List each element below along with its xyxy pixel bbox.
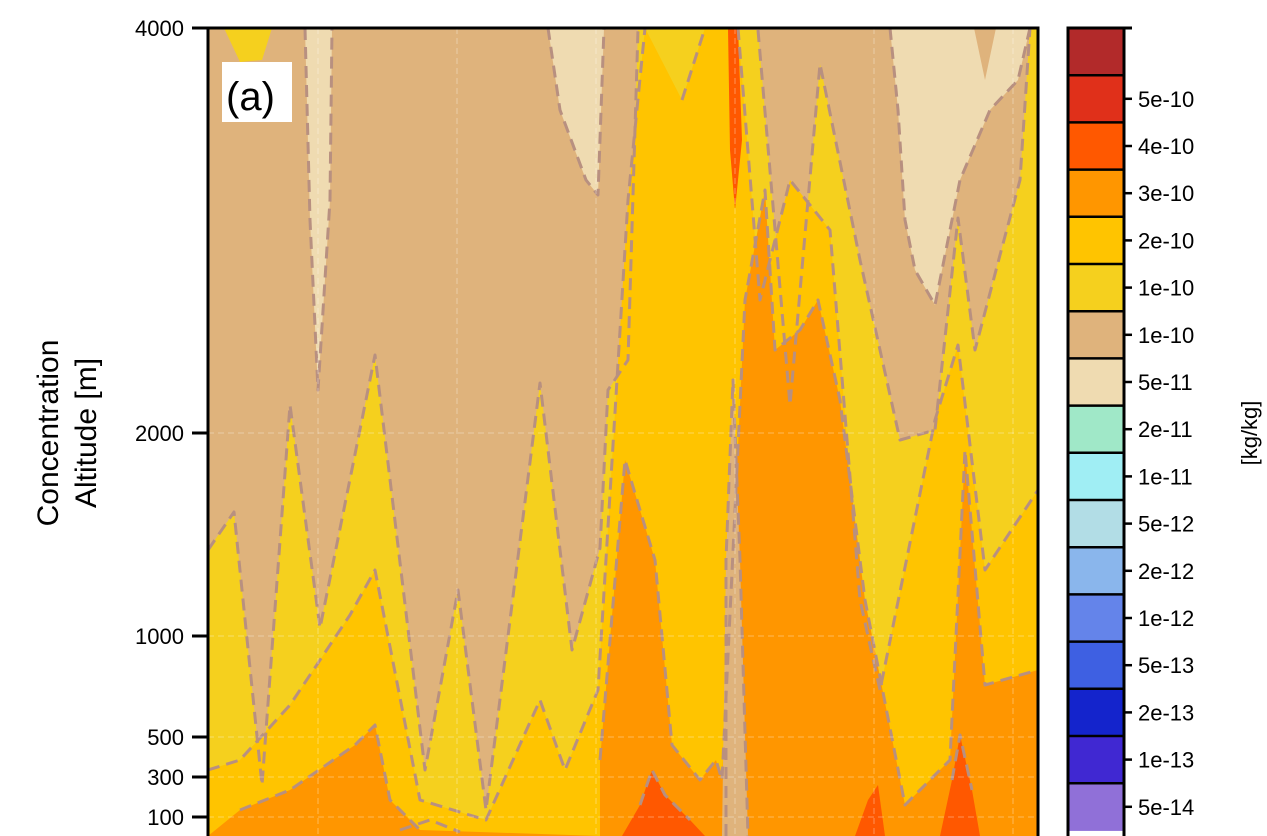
colorbar-segment-17 xyxy=(1068,783,1124,831)
colorbar-tick-label-5: 1e-10 xyxy=(1138,276,1194,301)
colorbar-tick-label-16: 5e-14 xyxy=(1138,795,1194,820)
colorbar-segment-15 xyxy=(1068,688,1124,737)
colorbar-segment-12 xyxy=(1068,547,1124,595)
colorbar-segment-9 xyxy=(1068,405,1124,454)
colorbar-tick-label-8: 2e-11 xyxy=(1138,417,1193,442)
contour-line-9 xyxy=(239,723,422,832)
band-4e-10-patch-2 xyxy=(940,735,980,836)
y-axis-tick-labels: 4000 2000 1000 500 300 100 xyxy=(135,16,184,830)
colorbar-tick-label-7: 5e-11 xyxy=(1138,370,1193,395)
contour-line-3 xyxy=(303,28,334,392)
colorbar-tick-label-2: 4e-10 xyxy=(1138,134,1194,159)
y-axis-title-line1: Concentration xyxy=(32,340,65,527)
colorbar-tick-label-9: 1e-11 xyxy=(1138,464,1193,489)
y-tick-label-300: 300 xyxy=(147,765,184,790)
colorbar-segment-13 xyxy=(1068,594,1124,643)
colorbar-tick-label-14: 2e-13 xyxy=(1138,700,1194,725)
y-tick-label-1000: 1000 xyxy=(135,624,184,649)
band-4e-10-patch-1 xyxy=(622,770,705,836)
contour-line-11 xyxy=(724,378,750,836)
colorbar-segment-7 xyxy=(1068,311,1124,359)
contour-line-7 xyxy=(680,28,707,101)
panel-label-text: (a) xyxy=(226,75,275,119)
colorbar-segment-8 xyxy=(1068,358,1124,407)
colorbar-segment-14 xyxy=(1068,641,1124,690)
light-plume-center xyxy=(548,28,604,195)
y-axis-title: Concentration Altitude [m] xyxy=(32,340,103,527)
colorbar-segment-10 xyxy=(1068,452,1124,501)
colorbar-title: [kg/kg] xyxy=(1237,401,1262,466)
colorbar-segment-3 xyxy=(1068,122,1124,171)
colorbar-tick-label-11: 2e-12 xyxy=(1138,559,1194,584)
contour-line-4 xyxy=(546,28,606,197)
contour-line-8 xyxy=(736,28,1038,692)
contour-line-10 xyxy=(598,188,1038,807)
band-4e-10-patch-3 xyxy=(728,28,742,210)
colorbar-segment-2 xyxy=(1068,75,1124,123)
contour-line-13 xyxy=(950,733,974,791)
y-tick-label-500: 500 xyxy=(147,725,184,750)
colorbar-tick-label-1: 5e-10 xyxy=(1138,87,1194,112)
colorbar-tick-label-10: 5e-12 xyxy=(1138,512,1194,537)
colorbar-tick-label-4: 2e-10 xyxy=(1138,228,1194,253)
plot-grid xyxy=(208,28,1038,836)
contour-line-1 xyxy=(208,29,640,812)
colorbar: 5e-10 4e-10 3e-10 2e-10 1e-10 1e-10 5e-11 2e-11… xyxy=(1066,26,1194,836)
y-axis-ticks xyxy=(192,26,208,819)
panel-label-background xyxy=(222,62,292,122)
colorbar-outline xyxy=(1066,26,1126,836)
band-4e-10-patch-4 xyxy=(855,785,885,836)
y-tick-label-100: 100 xyxy=(147,805,184,830)
colorbar-tick-label-3: 3e-10 xyxy=(1138,181,1194,206)
central-tan-column xyxy=(722,380,748,836)
light-plume-left xyxy=(305,28,332,390)
yellow-small-top xyxy=(224,28,272,62)
colorbar-segment-16 xyxy=(1068,736,1124,784)
colorbar-segment-1 xyxy=(1068,28,1124,76)
y-axis-title-line2: Altitude [m] xyxy=(70,358,103,508)
contour-line-12 xyxy=(638,768,692,822)
colorbar-segment-5 xyxy=(1068,216,1124,265)
contour-line-5 xyxy=(888,28,1032,307)
colorbar-segment-11 xyxy=(1068,500,1124,548)
band-3e-10-fill xyxy=(208,190,1038,836)
contour-plot-area xyxy=(208,28,1038,836)
contour-line-6 xyxy=(208,28,647,822)
colorbar-tick-label-13: 5e-13 xyxy=(1138,653,1194,678)
y-tick-label-2000: 2000 xyxy=(135,421,184,446)
light-plume-right xyxy=(890,28,1030,305)
colorbar-segment-6 xyxy=(1068,264,1124,312)
colorbar-tick-label-15: 1e-13 xyxy=(1138,748,1194,773)
y-tick-label-4000: 4000 xyxy=(135,16,184,41)
colorbar-tick-label-12: 1e-12 xyxy=(1138,606,1194,631)
panel-label: (a) xyxy=(222,62,292,122)
colorbar-tick-label-6: 1e-10 xyxy=(1138,323,1194,348)
colorbar-segment-4 xyxy=(1068,169,1124,218)
contour-line-14 xyxy=(399,818,461,834)
